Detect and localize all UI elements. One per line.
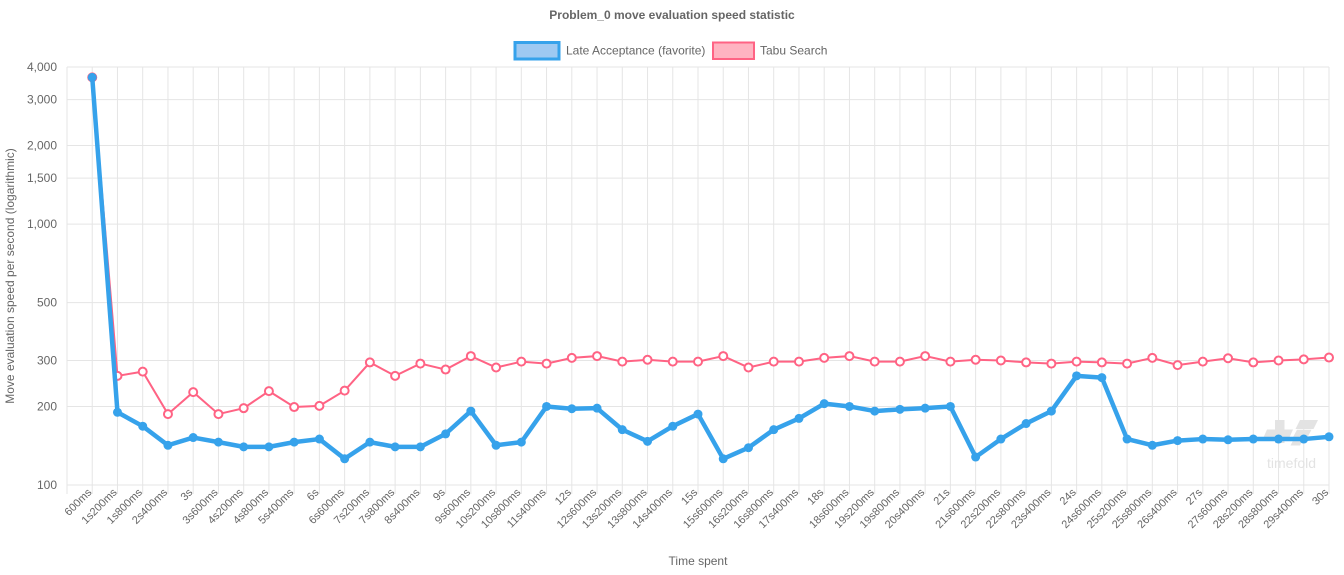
svg-text:300: 300: [37, 354, 57, 368]
svg-text:Late Acceptance (favorite): Late Acceptance (favorite): [566, 44, 705, 58]
svg-text:Problem_0 move evaluation spee: Problem_0 move evaluation speed statisti…: [549, 8, 795, 22]
svg-text:3,000: 3,000: [27, 93, 57, 107]
svg-text:500: 500: [37, 296, 57, 310]
svg-text:1,500: 1,500: [27, 171, 57, 185]
svg-text:Time spent: Time spent: [669, 554, 729, 568]
svg-text:200: 200: [37, 399, 57, 413]
svg-text:Tabu Search: Tabu Search: [760, 44, 827, 58]
svg-text:2,000: 2,000: [27, 139, 57, 153]
svg-text:100: 100: [37, 478, 57, 492]
svg-text:1,000: 1,000: [27, 217, 57, 231]
svg-text:Move evaluation speed per seco: Move evaluation speed per second (logari…: [3, 148, 17, 403]
svg-text:4,000: 4,000: [27, 60, 57, 74]
svg-text:timefold: timefold: [1267, 455, 1316, 471]
